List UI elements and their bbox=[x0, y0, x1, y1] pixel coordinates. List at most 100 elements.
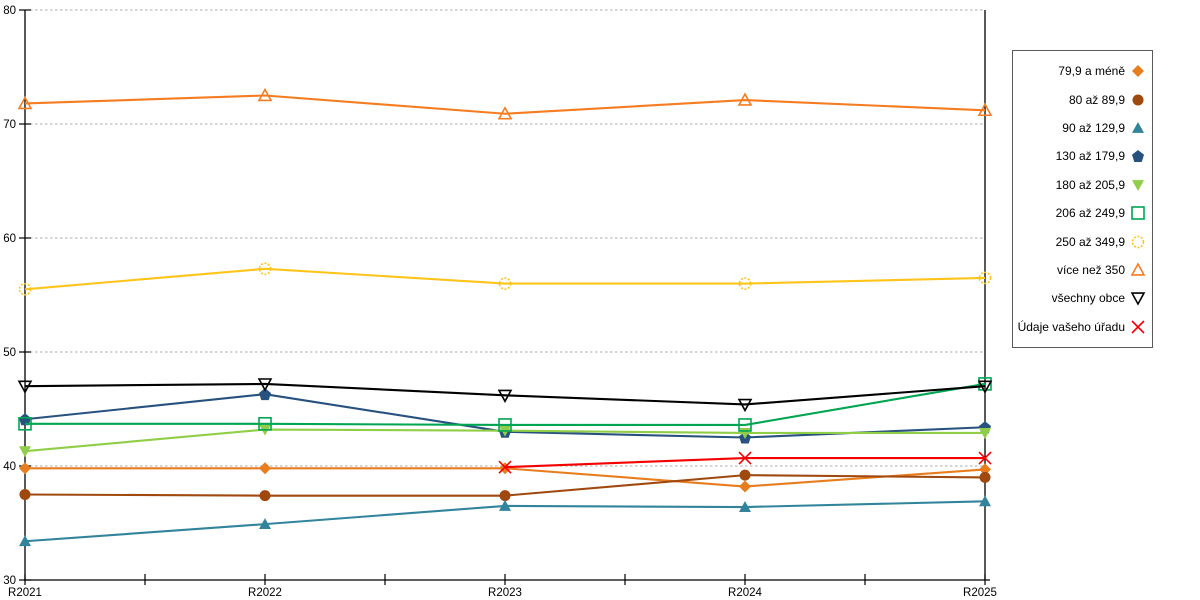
legend-item-0[interactable]: 79,9 a méně bbox=[1017, 58, 1146, 85]
legend-marker-triangle-down-icon bbox=[1132, 179, 1144, 191]
point-79,9 a méně-R2025[interactable] bbox=[979, 463, 991, 476]
point-Údaje vašeho úřadu-R2025[interactable] bbox=[978, 451, 992, 465]
point-206 až 249,9-R2023[interactable] bbox=[498, 418, 512, 432]
point-206 až 249,9-R2025[interactable] bbox=[978, 377, 992, 391]
series-250 až 349,9 bbox=[18, 262, 992, 296]
legend-item-9[interactable]: Údaje vašeho úřadu bbox=[1017, 313, 1146, 340]
point-více než 350-R2024[interactable] bbox=[737, 92, 753, 106]
legend-item-2[interactable]: 90 až 129,9 bbox=[1017, 114, 1146, 141]
series-180 až 205,9 bbox=[19, 424, 991, 458]
legend-marker-triangle-up-icon bbox=[1132, 121, 1144, 133]
point-79,9 a méně-R2023[interactable] bbox=[499, 462, 511, 475]
point-206 až 249,9-R2021[interactable] bbox=[18, 417, 32, 431]
legend-marker-triangle-up-icon bbox=[1130, 262, 1146, 276]
legend-label: Údaje vašeho úřadu bbox=[1017, 319, 1125, 334]
series-line-6 bbox=[24, 267, 986, 291]
point-všechny obce-R2023[interactable] bbox=[497, 389, 513, 403]
legend-label: 79,9 a méně bbox=[1058, 64, 1125, 79]
legend-item-7[interactable]: více než 350 bbox=[1017, 256, 1146, 283]
y-axis-label-70: 70 bbox=[3, 119, 16, 131]
point-Údaje vašeho úřadu-R2023[interactable] bbox=[498, 460, 512, 474]
point-180 až 205,9-R2025[interactable] bbox=[979, 428, 991, 439]
point-všechny obce-R2022[interactable] bbox=[257, 378, 273, 392]
point-80 až 89,9-R2025[interactable] bbox=[979, 471, 991, 483]
point-80 až 89,9-R2022[interactable] bbox=[259, 490, 271, 502]
point-všechny obce-R2025[interactable] bbox=[977, 380, 993, 394]
legend-item-3[interactable]: 130 až 179,9 bbox=[1017, 143, 1146, 170]
series-90 až 129,9 bbox=[19, 495, 991, 547]
legend-label: 90 až 129,9 bbox=[1062, 120, 1125, 135]
point-130 až 179,9-R2022[interactable] bbox=[259, 388, 271, 401]
y-axis-label-40: 40 bbox=[3, 461, 16, 473]
legend-marker-circle-icon bbox=[1131, 235, 1145, 248]
legend-marker-4[interactable] bbox=[1132, 179, 1144, 191]
legend-label: více než 350 bbox=[1056, 262, 1125, 277]
point-90 až 129,9-R2024[interactable] bbox=[739, 501, 751, 512]
point-79,9 a méně-R2022[interactable] bbox=[259, 462, 271, 475]
legend-marker-5[interactable] bbox=[1131, 206, 1145, 220]
chart-legend: 79,9 a méně 80 až 89,9 90 až 129,9 130 až 1… bbox=[1012, 50, 1153, 348]
legend-item-4[interactable]: 180 až 205,9 bbox=[1017, 171, 1146, 198]
point-80 až 89,9-R2024[interactable] bbox=[739, 469, 751, 481]
legend-label: 80 až 89,9 bbox=[1068, 92, 1125, 107]
point-90 až 129,9-R2023[interactable] bbox=[499, 499, 511, 511]
legend-marker-6[interactable] bbox=[1131, 235, 1145, 248]
legend-marker-1[interactable] bbox=[1132, 94, 1144, 106]
x-axis-label-R2025: R2025 bbox=[963, 587, 997, 599]
legend-marker-x-icon bbox=[1131, 320, 1145, 334]
y-axis-label-80: 80 bbox=[3, 5, 16, 17]
series-Údaje vašeho úřadu bbox=[498, 451, 992, 474]
point-250 až 349,9-R2023[interactable] bbox=[498, 277, 512, 290]
point-80 až 89,9-R2021[interactable] bbox=[19, 488, 31, 501]
legend-marker-square-icon bbox=[1131, 206, 1145, 220]
legend-marker-2[interactable] bbox=[1132, 121, 1144, 133]
point-90 až 129,9-R2022[interactable] bbox=[259, 518, 271, 530]
point-250 až 349,9-R2025[interactable] bbox=[978, 271, 992, 285]
legend-marker-pentagon-icon bbox=[1132, 150, 1144, 163]
legend-marker-3[interactable] bbox=[1132, 150, 1144, 163]
point-79,9 a méně-R2021[interactable] bbox=[19, 462, 31, 475]
point-90 až 129,9-R2021[interactable] bbox=[19, 535, 31, 547]
point-více než 350-R2023[interactable] bbox=[497, 106, 513, 120]
legend-item-1[interactable]: 80 až 89,9 bbox=[1017, 86, 1146, 113]
x-axis-label-R2022: R2022 bbox=[248, 587, 282, 599]
point-206 až 249,9-R2022[interactable] bbox=[258, 417, 272, 431]
series-line-5 bbox=[25, 382, 986, 427]
legend-marker-circle-icon bbox=[1132, 94, 1144, 106]
legend-label: všechny obce bbox=[1051, 291, 1125, 306]
legend-marker-8[interactable] bbox=[1130, 292, 1146, 306]
point-Údaje vašeho úřadu-R2024[interactable] bbox=[738, 451, 752, 465]
legend-label: 250 až 349,9 bbox=[1055, 234, 1125, 249]
legend-marker-0[interactable] bbox=[1132, 65, 1144, 78]
point-79,9 a méně-R2024[interactable] bbox=[739, 480, 751, 493]
point-250 až 349,9-R2024[interactable] bbox=[738, 277, 752, 290]
point-více než 350-R2021[interactable] bbox=[17, 95, 33, 110]
series-line-8 bbox=[24, 382, 986, 406]
legend-label: 130 až 179,9 bbox=[1055, 149, 1125, 164]
point-250 až 349,9-R2021[interactable] bbox=[18, 282, 32, 296]
series-206 až 249,9 bbox=[18, 377, 992, 432]
y-axis-label-30: 30 bbox=[3, 575, 16, 587]
point-130 až 179,9-R2021[interactable] bbox=[19, 413, 31, 426]
x-axis-label-R2024: R2024 bbox=[728, 587, 762, 599]
legend-marker-diamond-icon bbox=[1132, 65, 1144, 78]
point-všechny obce-R2024[interactable] bbox=[737, 398, 753, 413]
legend-item-5[interactable]: 206 až 249,9 bbox=[1017, 200, 1146, 227]
point-více než 350-R2022[interactable] bbox=[257, 87, 273, 102]
legend-marker-7[interactable] bbox=[1130, 262, 1146, 276]
legend-marker-9[interactable] bbox=[1131, 320, 1145, 334]
legend-item-6[interactable]: 250 až 349,9 bbox=[1017, 228, 1146, 255]
point-všechny obce-R2021[interactable] bbox=[17, 380, 33, 394]
point-180 až 205,9-R2021[interactable] bbox=[19, 446, 31, 458]
point-250 až 349,9-R2022[interactable] bbox=[258, 262, 272, 276]
point-více než 350-R2025[interactable] bbox=[977, 102, 993, 117]
point-80 až 89,9-R2023[interactable] bbox=[499, 490, 511, 502]
series-79,9 a méně bbox=[19, 462, 991, 493]
legend-marker-triangle-down-icon bbox=[1130, 292, 1146, 306]
point-90 až 129,9-R2025[interactable] bbox=[979, 495, 991, 507]
x-axis-label-R2023: R2023 bbox=[488, 587, 522, 599]
point-206 až 249,9-R2024[interactable] bbox=[738, 418, 752, 432]
legend-item-8[interactable]: všechny obce bbox=[1017, 285, 1146, 312]
